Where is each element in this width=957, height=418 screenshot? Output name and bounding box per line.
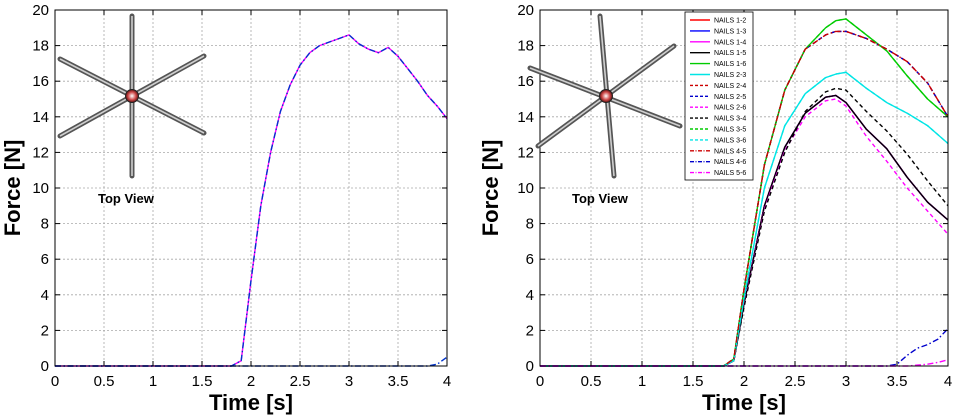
legend-label: NAILS 5-6 [714,170,746,177]
y-tick-label: 0 [526,358,534,375]
y-tick-label: 8 [41,216,49,233]
x-tick-label: 3 [842,373,850,390]
legend-label: NAILS 1-5 [714,50,746,57]
y-tick-label: 10 [517,180,534,197]
x-tick-label: 1 [149,373,157,390]
y-tick-label: 14 [517,109,534,126]
legend-label: NAILS 2-3 [714,72,746,79]
series-line [540,328,949,367]
series-line [55,356,448,367]
series-line [55,34,448,367]
legend-label: NAILS 2-4 [714,83,746,90]
legend-label: NAILS 3-4 [714,116,746,123]
x-tick-label: 0.5 [94,373,115,390]
legend-label: NAILS 4-5 [714,148,746,155]
y-axis-label: Force [N] [478,140,503,237]
legend-label: NAILS 1-6 [714,61,746,68]
legend-label: NAILS 3-6 [714,137,746,144]
x-tick-label: 2.5 [290,373,311,390]
y-tick-label: 18 [32,38,49,55]
x-tick-label: 0 [536,373,544,390]
ticks: 0 0.5 1 1.5 2 2.5 3 3.5 4 0 2 4 6 8 10 12 14 16 18 20 [517,2,952,390]
y-tick-label: 16 [32,73,49,90]
nail-diagram [527,13,683,179]
nail-hub [125,89,139,103]
ticks: 0 0.5 1 1.5 2 2.5 3 3.5 4 0 2 4 6 8 10 12 14 16 18 20 [32,2,451,390]
y-axis-label: Force [N] [0,140,25,237]
series-group [55,34,448,367]
y-tick-label: 12 [32,144,49,161]
legend-entries: NAILS 1-2 NAILS 1-3 NAILS 1-4 NAILS 1-5 NAIL… [690,18,746,177]
x-tick-label: 4 [944,373,952,390]
legend-label: NAILS 4-6 [714,159,746,166]
chart-left: 0 0.5 1 1.5 2 2.5 3 3.5 4 0 2 4 6 8 10 12 14 16 18 20 Top V… [0,2,451,415]
y-tick-label: 6 [526,251,534,268]
y-tick-label: 16 [517,73,534,90]
inset-caption: Top View [572,191,629,206]
x-tick-label: 2 [247,373,255,390]
legend-label: NAILS 1-2 [714,18,746,25]
nail-diagram [57,13,207,179]
x-axis-label: Time [s] [702,390,786,415]
nail-hub [599,89,613,103]
y-tick-label: 6 [41,251,49,268]
series-line [540,71,949,367]
x-tick-label: 2 [740,373,748,390]
y-tick-label: 18 [517,38,534,55]
legend-label: NAILS 3-5 [714,127,746,134]
y-tick-label: 14 [32,109,49,126]
y-tick-label: 8 [526,216,534,233]
y-tick-label: 2 [41,322,49,339]
y-tick-label: 4 [526,287,534,304]
chart-right: 0 0.5 1 1.5 2 2.5 3 3.5 4 0 2 4 6 8 10 12 14 16 18 20 Top V… [478,2,952,415]
y-tick-label: 20 [517,2,534,19]
x-tick-label: 0.5 [581,373,602,390]
x-axis-label: Time [s] [209,390,293,415]
grid [55,10,447,366]
inset-caption: Top View [98,191,155,206]
y-tick-label: 2 [526,322,534,339]
x-tick-label: 4 [443,373,451,390]
x-tick-label: 3.5 [887,373,908,390]
y-tick-label: 20 [32,2,49,19]
y-tick-label: 10 [32,180,49,197]
legend-label: NAILS 1-3 [714,28,746,35]
x-tick-label: 3.5 [388,373,409,390]
y-tick-label: 12 [517,144,534,161]
x-tick-label: 3 [345,373,353,390]
y-tick-label: 4 [41,287,49,304]
x-tick-label: 1.5 [192,373,213,390]
x-tick-label: 2.5 [785,373,806,390]
x-tick-label: 1.5 [683,373,704,390]
legend-label: NAILS 1-4 [714,39,746,46]
series-group [540,18,949,367]
x-tick-label: 1 [638,373,646,390]
legend-label: NAILS 2-6 [714,105,746,112]
legend-label: NAILS 2-5 [714,94,746,101]
x-tick-label: 0 [51,373,59,390]
y-tick-label: 0 [41,358,49,375]
legend: NAILS 1-2 NAILS 1-3 NAILS 1-4 NAILS 1-5 NAIL… [684,11,754,181]
series-line [540,30,949,367]
